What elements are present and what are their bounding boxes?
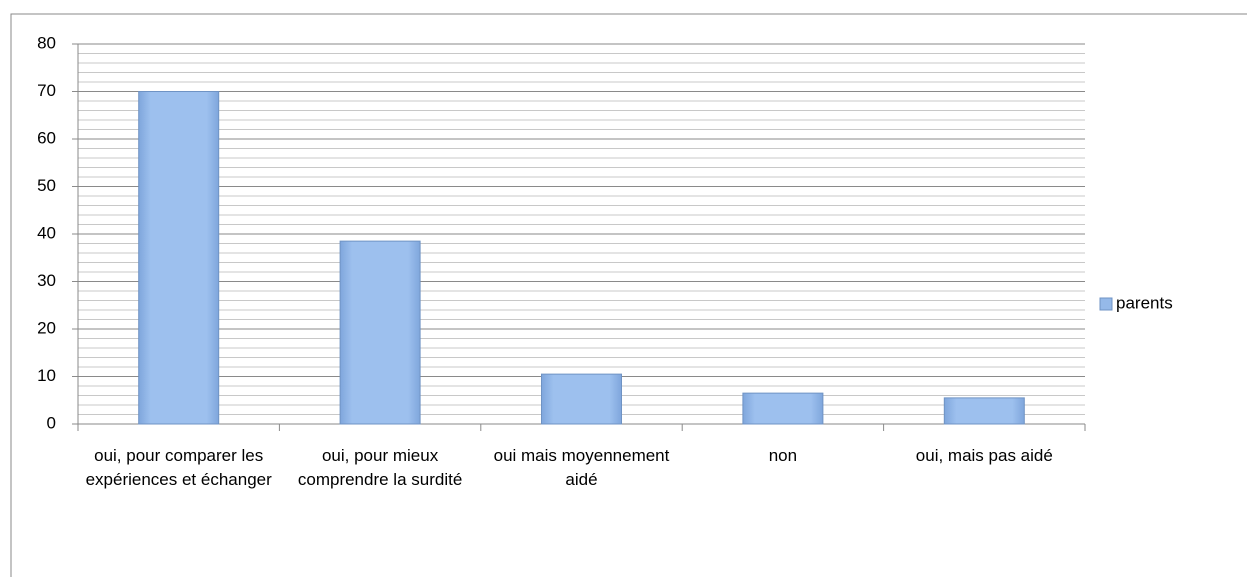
y-tick-label: 10 [37, 366, 56, 385]
bar [742, 392, 824, 425]
y-tick-label: 80 [37, 33, 56, 52]
y-tick-label: 60 [37, 128, 56, 147]
y-tick-label: 50 [37, 176, 56, 195]
chart-border [10, 13, 1247, 577]
y-tick-label: 40 [37, 223, 56, 242]
legend-label: parents [1116, 293, 1173, 312]
x-tick-label: oui, pour mieux comprendre la surdité [297, 446, 463, 489]
bar [541, 373, 622, 425]
y-tick-label: 0 [47, 413, 56, 432]
x-tick-label: non [768, 446, 798, 465]
legend-swatch [1099, 297, 1113, 311]
x-tick-label: oui, pour comparer les expériences et éc… [85, 446, 272, 489]
bar [943, 397, 1025, 425]
y-tick-label: 30 [37, 271, 56, 290]
bar [138, 91, 220, 425]
y-tick-label: 20 [37, 318, 56, 337]
x-tick-label: oui, mais pas aidé [915, 446, 1053, 465]
y-tick-label: 70 [37, 81, 56, 100]
bar [339, 240, 421, 425]
x-tick-label: oui mais moyennement aidé [493, 446, 670, 489]
